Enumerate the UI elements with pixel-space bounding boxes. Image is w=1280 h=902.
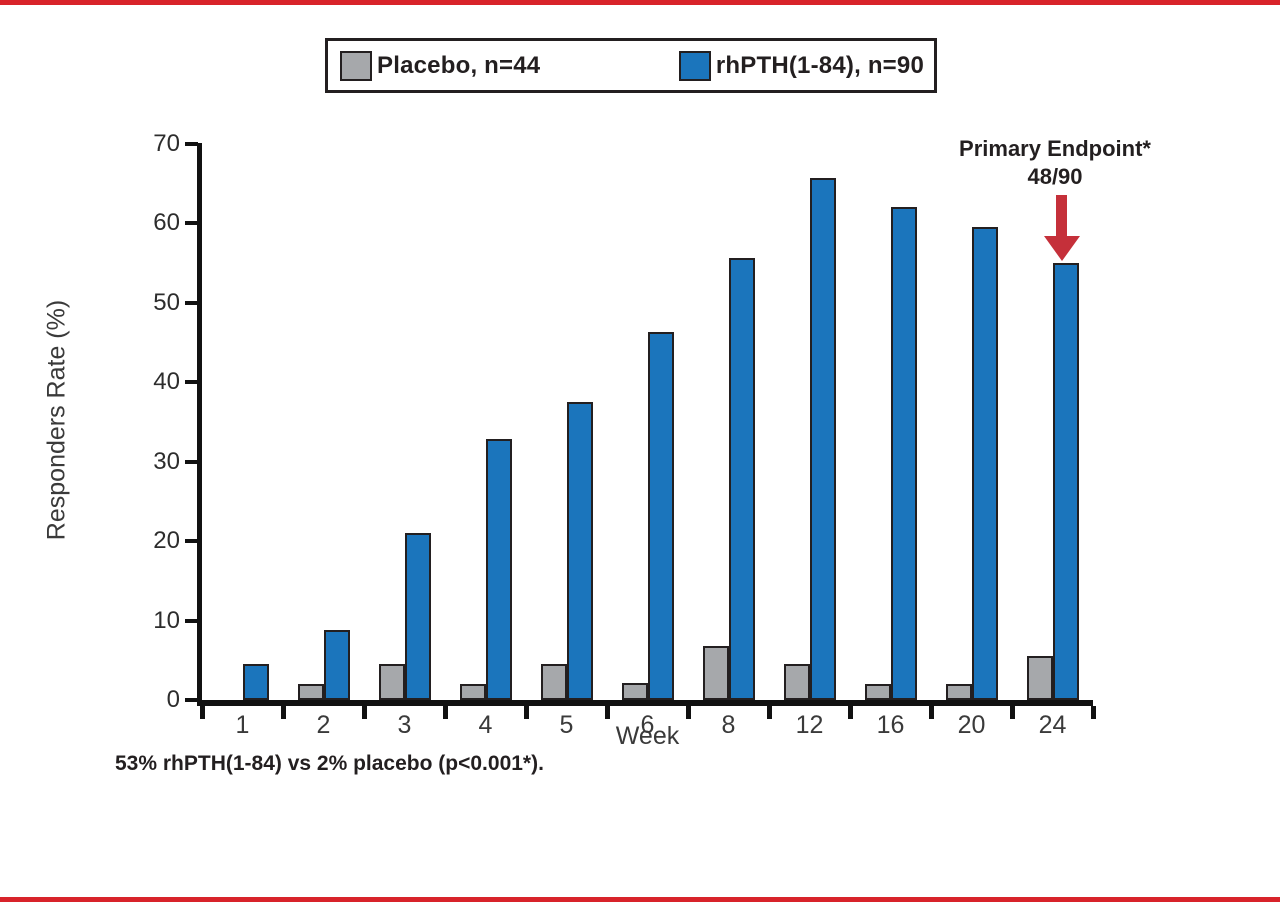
y-tick-label: 0	[166, 686, 180, 713]
x-tick-label: 20	[957, 711, 986, 739]
y-tick-label: 20	[153, 527, 180, 554]
bar-rhpth-week-20	[971, 227, 998, 700]
y-tick-label: 50	[153, 288, 180, 316]
bar-rhpth-week-1	[242, 664, 269, 700]
x-tick-label: 2	[316, 711, 331, 739]
placebo-swatch	[340, 50, 372, 81]
x-axis-line	[197, 700, 1093, 706]
bar-rhpth-week-3	[404, 533, 431, 700]
primary-endpoint-annotation: Primary Endpoint* 48/90	[949, 135, 1161, 191]
x-tick-label: 6	[640, 711, 655, 739]
bar-rhpth-week-4	[485, 439, 512, 700]
primary-endpoint-line1: Primary Endpoint*	[959, 136, 1151, 161]
bar-rhpth-week-12	[809, 178, 836, 700]
legend-label-rhpth: rhPTH(1-84), n=90	[715, 51, 924, 79]
y-tick-label: 10	[153, 606, 180, 634]
bar-placebo-week-24	[1026, 656, 1053, 700]
y-tick-label: 70	[153, 129, 180, 157]
x-tick-mark	[847, 706, 853, 719]
bar-placebo-week-6	[621, 683, 648, 700]
bar-rhpth-week-24	[1052, 263, 1079, 700]
x-tick-mark	[361, 706, 367, 719]
bar-placebo-week-3	[378, 664, 405, 700]
y-tick-mark	[185, 618, 198, 623]
bar-placebo-week-12	[783, 664, 810, 700]
down-arrow-head-icon	[1044, 236, 1080, 261]
x-tick-label: 5	[559, 711, 574, 739]
x-tick-mark	[523, 706, 529, 719]
x-tick-mark	[604, 706, 610, 719]
x-tick-label: 24	[1038, 711, 1067, 739]
y-tick-mark	[185, 300, 198, 305]
x-tick-mark	[442, 706, 448, 719]
bar-rhpth-week-6	[647, 332, 674, 700]
y-tick-label: 40	[153, 368, 180, 395]
x-tick-mark	[280, 706, 286, 719]
primary-endpoint-line2: 48/90	[1027, 164, 1083, 189]
x-tick-label: 3	[397, 711, 412, 739]
bar-placebo-week-8	[702, 646, 729, 700]
x-tick-label: 4	[478, 711, 493, 739]
legend-item-placebo: Placebo, n=44	[340, 50, 541, 81]
y-tick-mark	[185, 698, 198, 702]
x-tick-mark	[199, 706, 205, 719]
bar-placebo-week-20	[945, 684, 972, 700]
bottom-red-rule	[0, 897, 1280, 902]
x-tick-mark	[766, 706, 772, 719]
y-tick-mark	[185, 141, 198, 146]
y-tick-mark	[185, 380, 198, 384]
x-tick-mark	[1090, 706, 1096, 719]
bar-placebo-week-16	[864, 684, 891, 700]
y-tick-label: 30	[153, 447, 180, 475]
y-tick-mark	[185, 221, 198, 225]
legend-label-placebo: Placebo, n=44	[377, 51, 541, 79]
bar-placebo-week-5	[540, 664, 567, 700]
bar-rhpth-week-8	[728, 258, 755, 700]
bar-placebo-week-2	[297, 684, 324, 700]
x-tick-label: 16	[876, 711, 905, 739]
x-axis-title: Week	[615, 722, 680, 750]
y-axis-title-text: Responders Rate (%)	[42, 299, 71, 541]
legend-item-rhpth: rhPTH(1-84), n=90	[678, 50, 924, 81]
x-tick-mark	[928, 706, 934, 719]
bar-rhpth-week-5	[566, 402, 593, 700]
rhpth-swatch	[678, 50, 711, 81]
x-tick-mark	[685, 706, 691, 719]
legend: Placebo, n=44 rhPTH(1-84), n=90	[325, 38, 937, 93]
down-arrow-icon	[1056, 195, 1067, 237]
top-red-rule	[0, 0, 1280, 5]
y-tick-mark	[185, 459, 198, 464]
x-tick-label: 12	[795, 711, 824, 739]
bar-rhpth-week-16	[890, 207, 917, 700]
y-axis-line	[197, 143, 202, 706]
x-tick-label: 1	[235, 711, 250, 739]
x-tick-label: 8	[721, 711, 736, 739]
x-tick-mark	[1009, 706, 1015, 719]
footnote: 53% rhPTH(1-84) vs 2% placebo (p<0.001*)…	[115, 752, 544, 775]
y-tick-label: 60	[153, 209, 180, 236]
bar-placebo-week-4	[459, 684, 486, 700]
bar-rhpth-week-2	[323, 630, 350, 700]
y-tick-mark	[185, 539, 198, 543]
